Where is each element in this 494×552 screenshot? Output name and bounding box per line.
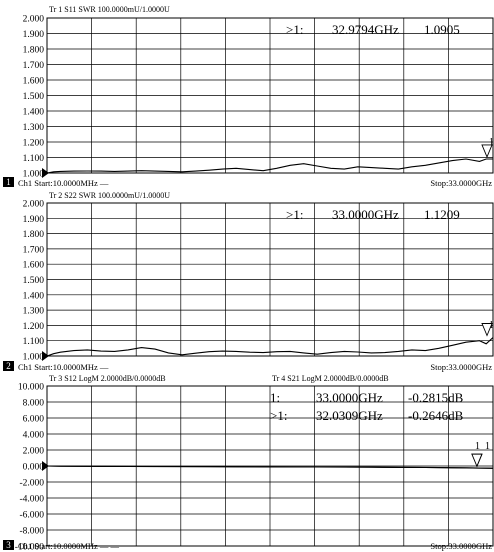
y-tick-label: 1.100 bbox=[23, 337, 45, 347]
y-tick-label: 1.800 bbox=[23, 230, 45, 240]
channel-badge bbox=[3, 540, 14, 550]
marker-readout-prefix: >1: bbox=[286, 22, 303, 37]
plot-frame bbox=[46, 17, 494, 174]
y-tick-label: 0.000 bbox=[23, 463, 45, 473]
y-tick-label: 1.300 bbox=[23, 307, 45, 317]
y-tick-label: 2.000 bbox=[23, 200, 45, 210]
trace-line-1 bbox=[46, 337, 494, 357]
marker-readout-frequency: 33.0000GHz bbox=[316, 390, 383, 405]
y-tick-label: 1.600 bbox=[23, 261, 45, 271]
marker-readout-prefix: 1: bbox=[270, 390, 280, 405]
y-tick-label: 4.000 bbox=[23, 431, 45, 441]
channel-badge-number: 1 bbox=[6, 177, 11, 187]
y-tick-label: 1.900 bbox=[23, 30, 45, 40]
y-tick-label: -10.000 bbox=[15, 543, 45, 552]
footer-start: Ch1 Start:10.0000MHz — — bbox=[18, 541, 120, 551]
marker-readout-value: 1.0905 bbox=[424, 22, 460, 37]
y-tick-label: 1.400 bbox=[23, 108, 45, 118]
footer-stop: Stop:33.0000GHz bbox=[430, 362, 492, 372]
y-tick-label: 1.500 bbox=[23, 92, 45, 102]
grid bbox=[46, 17, 494, 174]
marker-flag-label: 1 bbox=[475, 441, 480, 452]
y-tick-label: 2.000 bbox=[23, 15, 45, 25]
marker-triangle bbox=[481, 323, 493, 337]
marker-triangle bbox=[471, 453, 483, 468]
marker-flag-label: 1 bbox=[485, 441, 490, 452]
y-tick-label: 1.900 bbox=[23, 215, 45, 225]
y-tick-label: 1.100 bbox=[23, 154, 45, 164]
marker-readout-frequency: 33.0000GHz bbox=[332, 207, 399, 222]
y-tick-label: 1.300 bbox=[23, 123, 45, 133]
y-tick-label: 1.000 bbox=[23, 170, 45, 180]
marker-readout-prefix: >1: bbox=[286, 207, 303, 222]
trace-header: Tr 2 S22 SWR 100.0000mU/1.0000U bbox=[49, 191, 170, 200]
marker-triangle bbox=[481, 144, 493, 159]
trace-header-2: Tr 4 S21 LogM 2.0000dB/0.0000dB bbox=[272, 374, 389, 383]
y-tick-label: -8.000 bbox=[19, 527, 44, 537]
marker-readout-frequency: 32.9794GHz bbox=[332, 22, 399, 37]
trace-panel-1: Tr 1 S11 SWR 100.0000mU/1.0000U 2.000 1.90… bbox=[3, 5, 494, 188]
y-tick-label: 1.000 bbox=[23, 353, 45, 363]
trace-panel-3: Tr 3 S12 LogM 2.0000dB/0.0000dB Tr 4 S21 … bbox=[3, 374, 494, 552]
reference-arrow bbox=[42, 351, 49, 361]
y-tick-label: 1.800 bbox=[23, 46, 45, 56]
y-tick-label: 1.500 bbox=[23, 276, 45, 286]
y-tick-label: 1.700 bbox=[23, 61, 45, 71]
footer-start: Ch1 Start:10.0000MHz — bbox=[18, 178, 109, 188]
y-tick-label: 8.000 bbox=[23, 399, 45, 409]
channel-badge bbox=[3, 177, 14, 187]
marker-readout-value: 1.1209 bbox=[424, 207, 460, 222]
trace-panel-2: Tr 2 S22 SWR 100.0000mU/1.0000U 2.000 1.90… bbox=[3, 191, 494, 372]
trace-header: Tr 3 S12 LogM 2.0000dB/0.0000dB bbox=[49, 374, 166, 383]
channel-badge bbox=[3, 361, 14, 371]
y-tick-label: -6.000 bbox=[19, 511, 44, 521]
marker-readout-frequency: 32.0309GHz bbox=[316, 408, 383, 423]
y-tick-label: -2.000 bbox=[19, 479, 44, 489]
y-tick-label: 1.200 bbox=[23, 139, 45, 149]
footer-stop: Stop:33.0000GHz bbox=[430, 541, 492, 551]
marker-readout-prefix: >1: bbox=[270, 408, 287, 423]
reference-arrow bbox=[42, 461, 49, 471]
marker-readout-value: -0.2815dB bbox=[408, 390, 464, 405]
y-tick-label: -4.000 bbox=[19, 495, 44, 505]
y-tick-label: 1.700 bbox=[23, 245, 45, 255]
y-tick-label: 1.400 bbox=[23, 291, 45, 301]
y-tick-label: 10.000 bbox=[18, 383, 44, 393]
footer-start: Ch1 Start:10.0000MHz — bbox=[18, 362, 109, 372]
trace-line-1 bbox=[46, 158, 493, 174]
channel-badge-number: 3 bbox=[6, 540, 11, 550]
trace-line-2 bbox=[46, 465, 494, 469]
y-tick-label: 1.200 bbox=[23, 322, 45, 332]
footer-stop: Stop:33.0000GHz bbox=[430, 178, 492, 188]
channel-badge-number: 2 bbox=[6, 361, 11, 371]
y-tick-label: 6.000 bbox=[23, 415, 45, 425]
y-tick-label: 1.600 bbox=[23, 77, 45, 87]
reference-arrow bbox=[42, 168, 49, 178]
grid bbox=[46, 202, 494, 357]
trace-header: Tr 1 S11 SWR 100.0000mU/1.0000U bbox=[49, 5, 170, 14]
y-tick-label: 2.000 bbox=[23, 447, 45, 457]
plot-frame bbox=[46, 202, 494, 357]
marker-flag-label: 1 bbox=[489, 137, 494, 148]
marker-readout-value: -0.2646dB bbox=[408, 408, 464, 423]
